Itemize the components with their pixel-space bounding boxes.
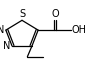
Text: S: S bbox=[19, 9, 25, 19]
Text: O: O bbox=[52, 9, 59, 19]
Text: N: N bbox=[3, 41, 11, 51]
Text: OH: OH bbox=[72, 25, 87, 35]
Text: N: N bbox=[0, 25, 4, 35]
